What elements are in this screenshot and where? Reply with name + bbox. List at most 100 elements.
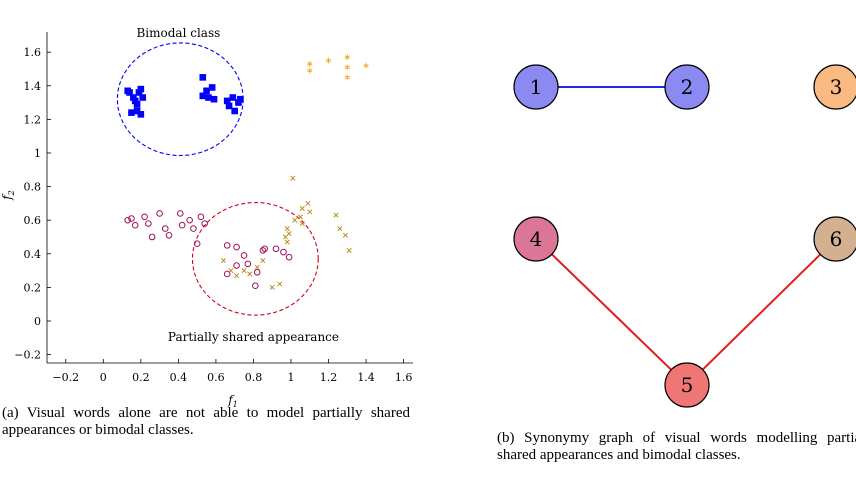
- annotation-bimodal-class: Bimodal class: [136, 26, 220, 40]
- circle-point: [280, 248, 287, 256]
- circle-point: [223, 270, 231, 278]
- square-point: [130, 94, 137, 101]
- node-circle: [813, 64, 856, 110]
- asterisk-point: [325, 57, 332, 64]
- asterisk-point: [363, 62, 369, 69]
- circle-point: [131, 221, 139, 229]
- cluster-circles: [116, 42, 319, 316]
- asterisk-point: [307, 67, 313, 74]
- plot-axes: [46, 32, 413, 364]
- x-axis-label: f1: [227, 393, 238, 409]
- square-point: [199, 92, 207, 100]
- x-point: [290, 175, 296, 181]
- square-point: [225, 102, 233, 110]
- graph-edge-5-6: [686, 238, 837, 386]
- x-point: [286, 231, 292, 237]
- y-tick-label: 1.6: [24, 46, 42, 59]
- asterisk-point: [344, 74, 350, 81]
- circle-point: [165, 232, 173, 239]
- y-tick-label: 0.6: [24, 214, 42, 227]
- square-point: [223, 97, 231, 105]
- x-point: [292, 217, 298, 223]
- node-label: 5: [681, 373, 694, 397]
- circle-point: [244, 260, 252, 268]
- graph-node-2: 2: [664, 64, 710, 110]
- node-circle: [513, 216, 559, 262]
- x-tick-label: 1: [288, 371, 295, 384]
- asterisk-point: [307, 61, 313, 67]
- circle-point: [259, 247, 267, 254]
- square-point: [210, 95, 218, 103]
- x-tick-label: −0.2: [52, 371, 79, 384]
- x-tick-label: 0: [100, 371, 107, 384]
- y-tick-label: 0: [34, 315, 41, 328]
- circle-point: [161, 225, 169, 232]
- square-point: [124, 87, 132, 95]
- x-point: [277, 281, 283, 287]
- square-point: [229, 94, 237, 101]
- node-label: 6: [830, 227, 843, 251]
- node-label: 3: [830, 75, 843, 99]
- graph-edge-4-5: [535, 238, 688, 386]
- x-point: [337, 226, 343, 232]
- circle-point: [233, 243, 240, 251]
- square-point: [137, 111, 145, 118]
- y-tick-label: 0.2: [24, 281, 42, 294]
- node-label: 2: [681, 75, 694, 99]
- circle-point: [156, 210, 163, 217]
- x-point: [305, 200, 311, 206]
- circle-point: [176, 210, 184, 217]
- node-circle: [513, 64, 559, 110]
- circle-point: [186, 216, 193, 224]
- circle-point: [145, 220, 152, 227]
- asterisk-point: [344, 54, 350, 61]
- x-point: [333, 212, 339, 218]
- square-point: [133, 107, 141, 115]
- circle-point: [128, 215, 135, 222]
- x-point: [297, 214, 303, 220]
- circle-point: [124, 216, 132, 224]
- x-point: [346, 247, 352, 253]
- circle-point: [240, 252, 248, 259]
- square-point: [205, 94, 212, 101]
- tick-labels: −0.2 0 0.2 0.4 0.6 0.8 1 1.2 1.4 1.6 −0.2 0 0.2 0.4 0.…: [14, 46, 412, 384]
- square-point: [237, 95, 244, 103]
- node-circle: [664, 362, 710, 408]
- y-tick-label: 0.8: [24, 181, 42, 194]
- x-point: [284, 239, 290, 245]
- x-point: [307, 209, 313, 215]
- y-tick-label: 1.2: [24, 113, 42, 126]
- x-point: [228, 268, 234, 274]
- square-point: [235, 99, 242, 106]
- square-point: [139, 94, 147, 101]
- x-point: [269, 284, 275, 290]
- x-point: [342, 232, 348, 238]
- x-tick-label: 1.2: [320, 371, 338, 384]
- circle-point: [201, 220, 208, 227]
- node-circle: [813, 216, 856, 262]
- caption-a: (a) Visual words alone are not able to m…: [2, 405, 410, 438]
- x-tick-label: 0.4: [170, 371, 188, 384]
- square-point: [137, 85, 145, 93]
- y-tick-label: −0.2: [14, 349, 41, 362]
- circle-point: [197, 213, 205, 221]
- circle-point: [193, 240, 201, 248]
- x-point: [254, 264, 260, 270]
- square-point: [203, 87, 210, 95]
- circle-point: [148, 233, 156, 241]
- circle-point: [272, 245, 280, 253]
- graph-node-5: 5: [664, 362, 710, 408]
- y-axis-label: f2: [0, 190, 16, 201]
- x-point: [299, 205, 305, 211]
- circle-point: [190, 225, 197, 232]
- graph-node-4: 4: [513, 216, 559, 262]
- circle-point: [223, 242, 231, 249]
- x-point: [220, 257, 226, 264]
- x-tick-label: 0.8: [245, 371, 263, 384]
- graph-nodes: 1 2 3 4 5 6: [513, 64, 856, 408]
- x-point: [260, 257, 266, 264]
- circle-point: [285, 253, 293, 261]
- square-point: [128, 109, 135, 116]
- circle-point: [141, 213, 148, 221]
